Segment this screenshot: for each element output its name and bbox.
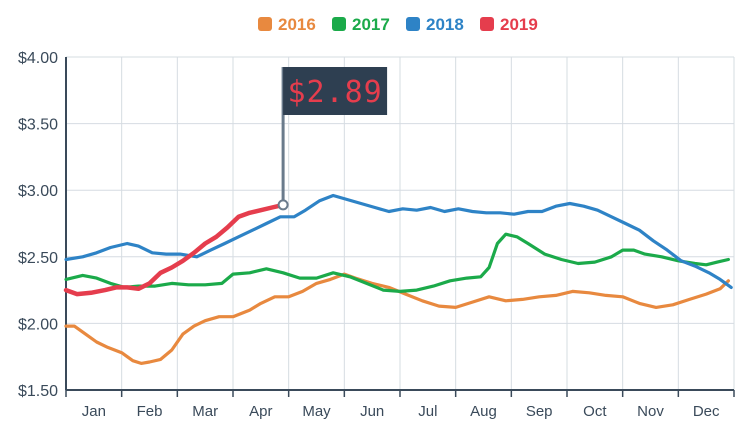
legend-label-2019: 2019 (500, 15, 538, 34)
series-line-2016 (64, 272, 731, 365)
legend-swatch-2019 (480, 17, 494, 31)
legend-label-2018: 2018 (426, 15, 464, 34)
y-tick-label: $2.50 (18, 250, 58, 267)
flag-point-marker (277, 199, 289, 211)
x-tick-label: Aug (470, 403, 497, 420)
y-tick-label: $1.50 (18, 383, 58, 400)
flag-price-label: $2.89 (287, 75, 382, 110)
series-line-2019 (63, 202, 286, 297)
axes: $1.50 $2.00 $2.50 $3.00 $3.50 $4.00 Jan Feb Mar A… (18, 50, 735, 420)
x-tick-label: Dec (693, 403, 720, 420)
series-line-2017 (64, 232, 731, 293)
price-flag-annotation: $2.89 (277, 67, 388, 211)
y-tick-label: $2.00 (18, 316, 58, 333)
series-lines (63, 193, 733, 365)
flag-box (283, 67, 388, 115)
legend-swatch-2018 (406, 17, 420, 31)
legend-label-2017: 2017 (352, 15, 390, 34)
x-tick-label: Jan (82, 403, 106, 420)
grid (66, 56, 735, 391)
x-tick-label: Mar (192, 403, 218, 420)
y-tick-label: $4.00 (18, 50, 58, 67)
x-tick-label: Oct (583, 403, 607, 420)
x-tick-label: Jul (418, 403, 437, 420)
x-tick-label: Jun (360, 403, 384, 420)
x-tick-label: Apr (249, 403, 272, 420)
x-tick-label: Nov (637, 403, 664, 420)
x-tick-label: Sep (526, 403, 553, 420)
y-tick-label: $3.00 (18, 183, 58, 200)
legend: 2016 2017 2018 2019 (258, 15, 538, 34)
x-tick-label: Feb (137, 403, 163, 420)
x-tick-label: May (302, 403, 331, 420)
legend-swatch-2017 (332, 17, 346, 31)
y-tick-label: $3.50 (18, 117, 58, 134)
legend-label-2016: 2016 (278, 15, 316, 34)
legend-swatch-2016 (258, 17, 272, 31)
series-line-2018 (64, 193, 733, 289)
